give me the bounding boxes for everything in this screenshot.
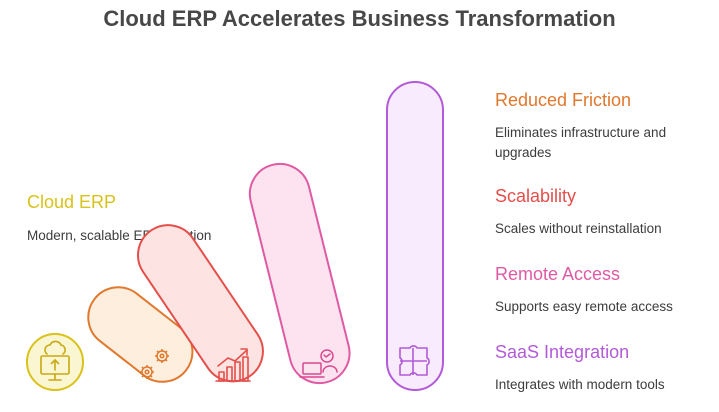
reduced-friction-description: Eliminates infrastructure and upgrades [495,125,667,160]
cloud-upload-monitor-icon [40,340,70,381]
growth-chart-icon [215,348,251,382]
puzzle-icon [399,345,430,376]
scalability-heading: Scalability [495,186,577,206]
gears-icon [140,349,169,379]
saas-integration-description: Integrates with modern tools [495,377,665,392]
saas-integration-heading: SaaS Integration [495,342,630,362]
scalability-description: Scales without reinstallation [495,221,662,236]
cloud-erp-heading: Cloud ERP [27,192,117,212]
remote-user-laptop-icon [299,349,338,378]
remote-access-description: Supports easy remote access [495,299,673,314]
saas-integration-pill [386,81,444,391]
scalability-pill [137,224,264,383]
diagram-title: Cloud ERP Accelerates Business Transform… [103,6,616,31]
remote-access-pill [248,162,351,385]
remote-access-heading: Remote Access [495,264,621,284]
reduced-friction-heading: Reduced Friction [495,90,632,110]
